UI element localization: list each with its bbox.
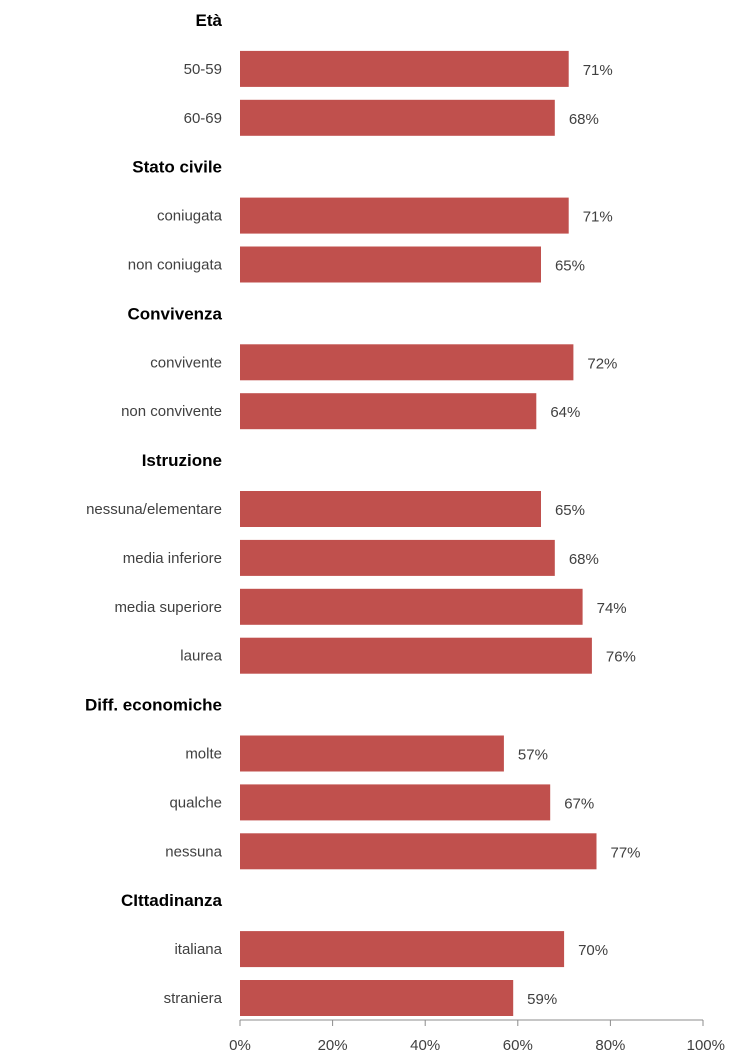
data-label: 65% [555,502,585,519]
data-label: 68% [569,111,599,128]
bar [240,50,569,87]
bar [240,784,551,821]
category-label: 50-59 [184,61,222,78]
chart-rows: Età 50-59 71% 60-69 68% Stato civile coniugata… [85,11,641,1016]
bar [240,197,569,234]
data-label: 64% [550,404,580,421]
category-label: laurea [180,648,222,665]
data-label: 71% [583,62,613,79]
bar [240,833,597,870]
category-label: italiana [174,941,222,958]
group-title: Diff. economiche [85,696,222,715]
data-label: 71% [583,209,613,226]
category-label: straniera [164,990,223,1007]
group-title: Stato civile [132,158,222,177]
bar [240,539,555,576]
group-title: Età [196,11,223,30]
data-label: 67% [564,795,594,812]
x-tick-label: 80% [595,1037,625,1054]
x-tick-label: 0% [229,1037,251,1054]
group-title: Istruzione [142,451,222,470]
x-tick-label: 40% [410,1037,440,1054]
data-label: 74% [597,600,627,617]
category-label: convivente [150,354,222,371]
category-label: media inferiore [123,550,222,567]
x-tick-label: 60% [503,1037,533,1054]
bar [240,344,574,381]
data-label: 72% [587,355,617,372]
data-label: 59% [527,991,557,1008]
x-axis: 0% 20% 40% 60% 80% 100% [229,1019,725,1054]
x-tick-label: 100% [687,1037,725,1054]
x-tick-label: 20% [318,1037,348,1054]
category-label: non coniugata [128,257,223,274]
group-title: Convivenza [128,304,223,323]
category-label: non convivente [121,403,222,420]
bar [240,393,537,430]
bar [240,735,504,772]
bar [240,637,592,674]
group-title: CIttadinanza [121,891,223,910]
category-label: media superiore [114,599,222,616]
category-label: nessuna/elementare [86,501,222,518]
bar [240,246,541,283]
category-label: molte [185,746,222,763]
bar [240,980,514,1016]
data-label: 68% [569,551,599,568]
data-label: 57% [518,747,548,764]
data-label: 76% [606,649,636,666]
category-label: 60-69 [184,110,222,127]
data-label: 77% [611,844,641,861]
data-label: 65% [555,258,585,275]
bar [240,99,555,136]
bar [240,588,583,625]
category-label: qualche [169,794,222,811]
bar [240,491,541,527]
category-label: nessuna [165,843,222,860]
data-label: 70% [578,942,608,959]
bar [240,931,565,968]
category-label: coniugata [157,208,223,225]
